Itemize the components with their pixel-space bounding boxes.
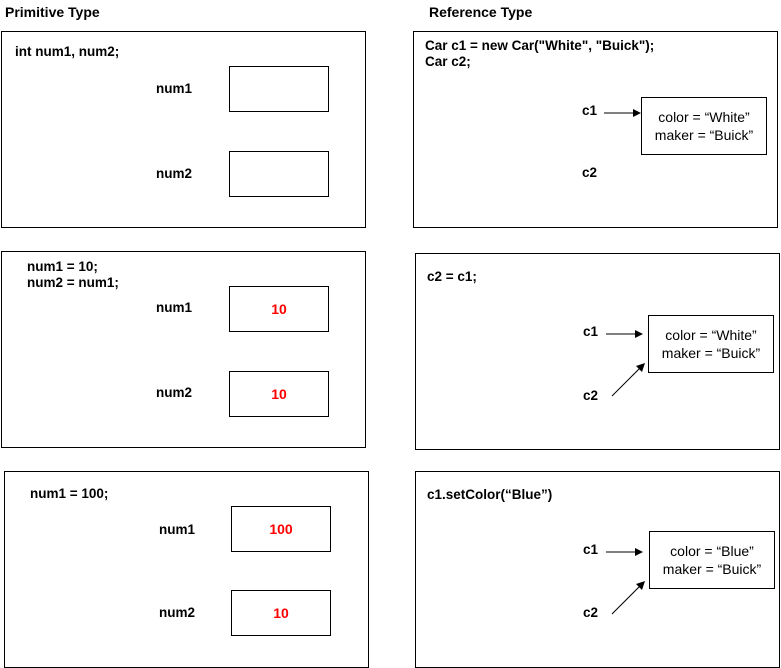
car-object-box: color = “Blue” maker = “Buick” (649, 531, 775, 589)
primitive-panel-2: num1 = 10; num2 = num1; num1 10 num2 10 (1, 251, 366, 448)
c2-label: c2 (583, 605, 599, 620)
c1-arrow (606, 548, 643, 556)
primitive-code-2: num1 = 10; num2 = num1; (27, 259, 119, 290)
c2-label: c2 (583, 388, 599, 403)
c1-arrow (606, 330, 643, 338)
object-maker-field: maker = “Buick” (662, 561, 762, 577)
num1-label: num1 (159, 522, 196, 537)
num1-value-box (229, 66, 329, 112)
num2-label: num2 (156, 166, 193, 181)
num1-label: num1 (156, 300, 193, 315)
object-maker-field: maker = “Buick” (654, 127, 754, 143)
primitive-type-heading: Primitive Type (5, 4, 100, 20)
reference-panel-2: c2 = c1; c1 color = “White” maker = “Bui… (415, 253, 780, 450)
c1-label: c1 (583, 324, 599, 339)
car-object-box: color = “White” maker = “Buick” (648, 315, 774, 373)
num2-label: num2 (156, 385, 193, 400)
num2-value-box (229, 151, 329, 197)
primitive-code-1: int num1, num2; (15, 44, 120, 59)
num2-label: num2 (159, 605, 196, 620)
c1-arrow (604, 109, 641, 117)
object-color-field: color = “White” (665, 327, 757, 343)
c2-arrow (611, 363, 645, 397)
c2-arrow (611, 581, 645, 615)
c1-label: c1 (582, 103, 598, 118)
object-color-field: color = “Blue” (670, 543, 754, 559)
primitive-panel-3: num1 = 100; num1 100 num2 10 (4, 471, 369, 668)
num2-value-box: 10 (229, 371, 329, 417)
object-color-field: color = “White” (658, 109, 750, 125)
c2-label: c2 (582, 165, 598, 180)
reference-panel-1: Car c1 = new Car("White", "Buick"); Car … (413, 31, 778, 228)
num1-value-box: 100 (231, 506, 331, 552)
car-object-box: color = “White” maker = “Buick” (641, 97, 767, 155)
num2-value-box: 10 (231, 590, 331, 636)
num1-value-box: 10 (229, 286, 329, 332)
object-maker-field: maker = “Buick” (661, 345, 761, 361)
primitive-code-3: num1 = 100; (30, 486, 109, 501)
reference-code-1: Car c1 = new Car("White", "Buick"); Car … (425, 38, 655, 69)
reference-panel-3: c1.setColor(“Blue”) c1 color = “Blue” ma… (415, 471, 780, 668)
primitive-panel-1: int num1, num2; num1 num2 (1, 31, 366, 228)
reference-type-heading: Reference Type (429, 4, 533, 20)
c1-label: c1 (583, 542, 599, 557)
reference-code-2: c2 = c1; (427, 269, 477, 284)
reference-code-3: c1.setColor(“Blue”) (427, 487, 553, 502)
num1-label: num1 (156, 81, 193, 96)
